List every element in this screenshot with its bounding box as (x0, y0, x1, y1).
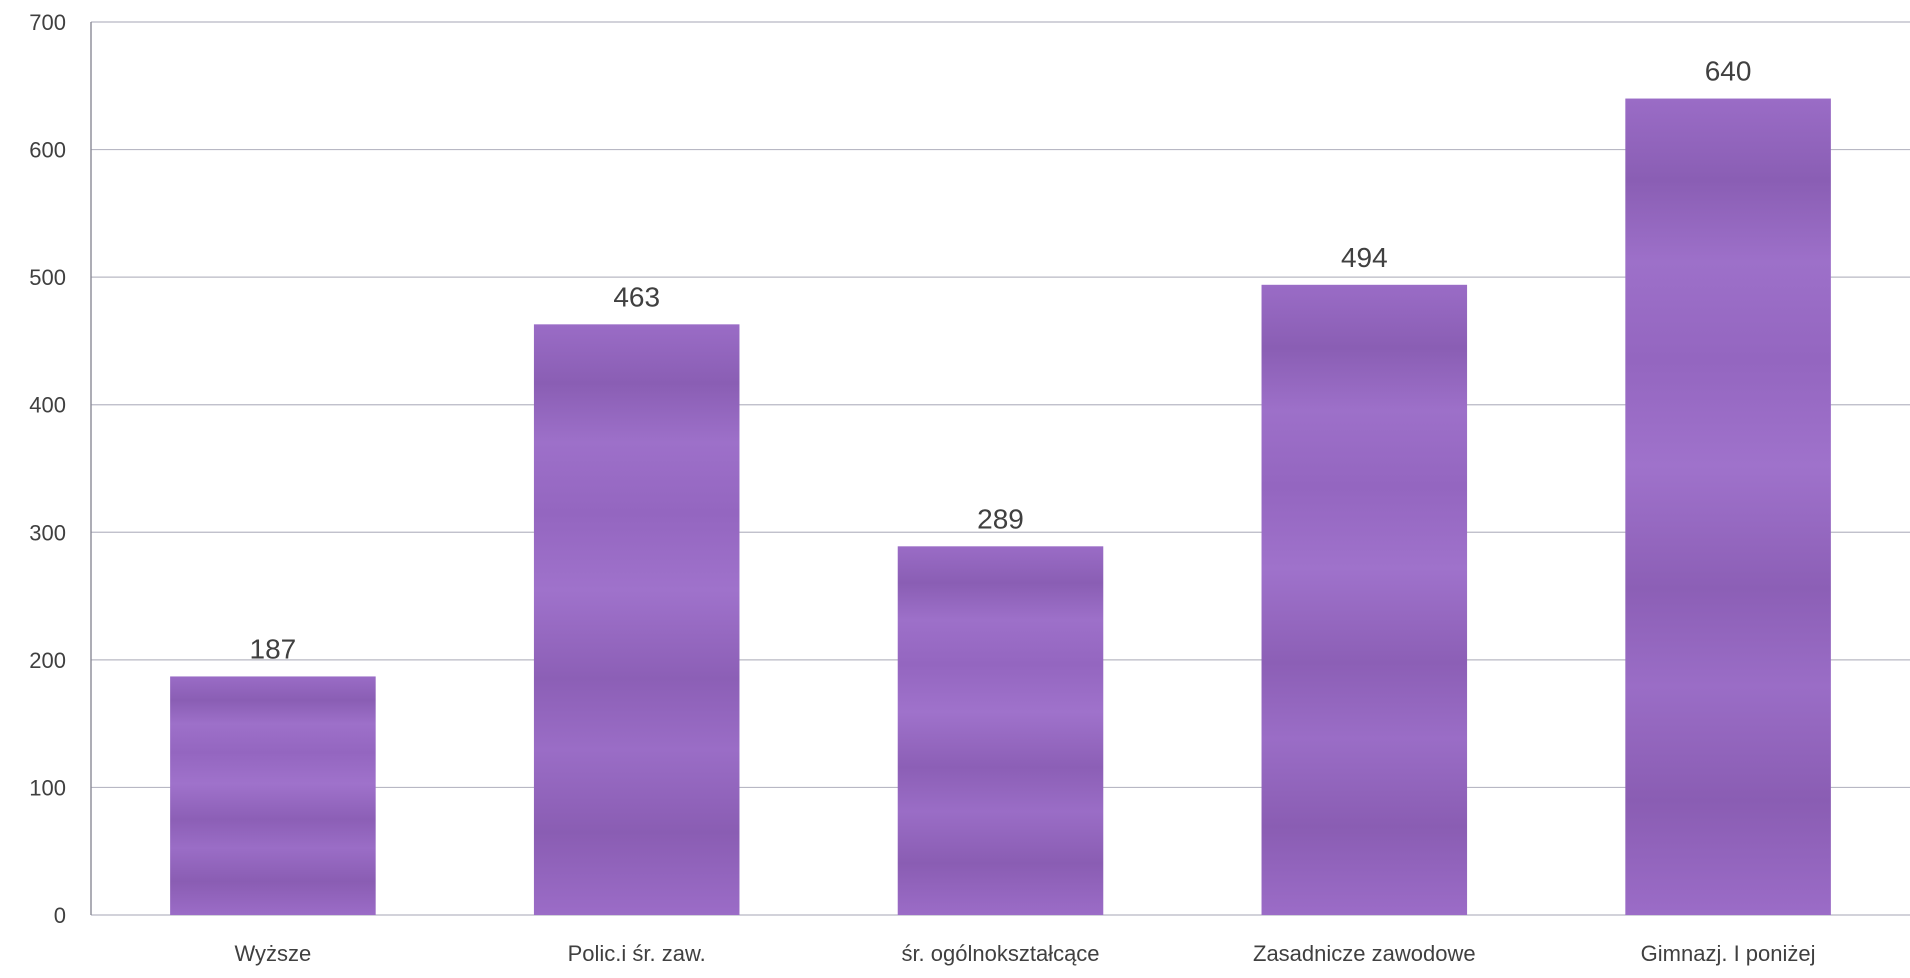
x-tick-label-2: śr. ogólnokształcące (901, 941, 1099, 966)
y-tick-label-300: 300 (29, 520, 66, 545)
bar-4 (1625, 98, 1831, 916)
bar-0 (170, 676, 376, 915)
y-tick-label-600: 600 (29, 138, 66, 163)
y-tick-label-500: 500 (29, 265, 66, 290)
data-labels: 187 463 289 494 640 (250, 56, 1752, 665)
x-tick-label-1: Polic.i śr. zaw. (568, 941, 706, 966)
data-label-3: 494 (1341, 242, 1388, 273)
bar-2 (897, 546, 1104, 915)
y-tick-label-200: 200 (29, 648, 66, 673)
x-tick-label-4: Gimnazj. I poniżej (1641, 941, 1816, 966)
bar-1 (533, 324, 740, 915)
bars (170, 98, 1831, 916)
data-label-2: 289 (977, 503, 1024, 534)
y-axis-ticks: 0 100 200 300 400 500 600 700 (29, 10, 66, 928)
data-label-0: 187 (250, 633, 297, 664)
y-tick-label-400: 400 (29, 393, 66, 418)
bar-3 (1261, 284, 1468, 916)
y-tick-label-0: 0 (54, 903, 66, 928)
data-label-1: 463 (613, 281, 660, 312)
x-tick-label-0: Wyższe (234, 941, 311, 966)
x-axis-ticks: Wyższe Polic.i śr. zaw. śr. ogólnokształcą… (234, 941, 1815, 966)
y-tick-label-700: 700 (29, 10, 66, 35)
y-tick-label-100: 100 (29, 775, 66, 800)
x-tick-label-3: Zasadnicze zawodowe (1253, 941, 1476, 966)
data-label-4: 640 (1705, 56, 1752, 87)
